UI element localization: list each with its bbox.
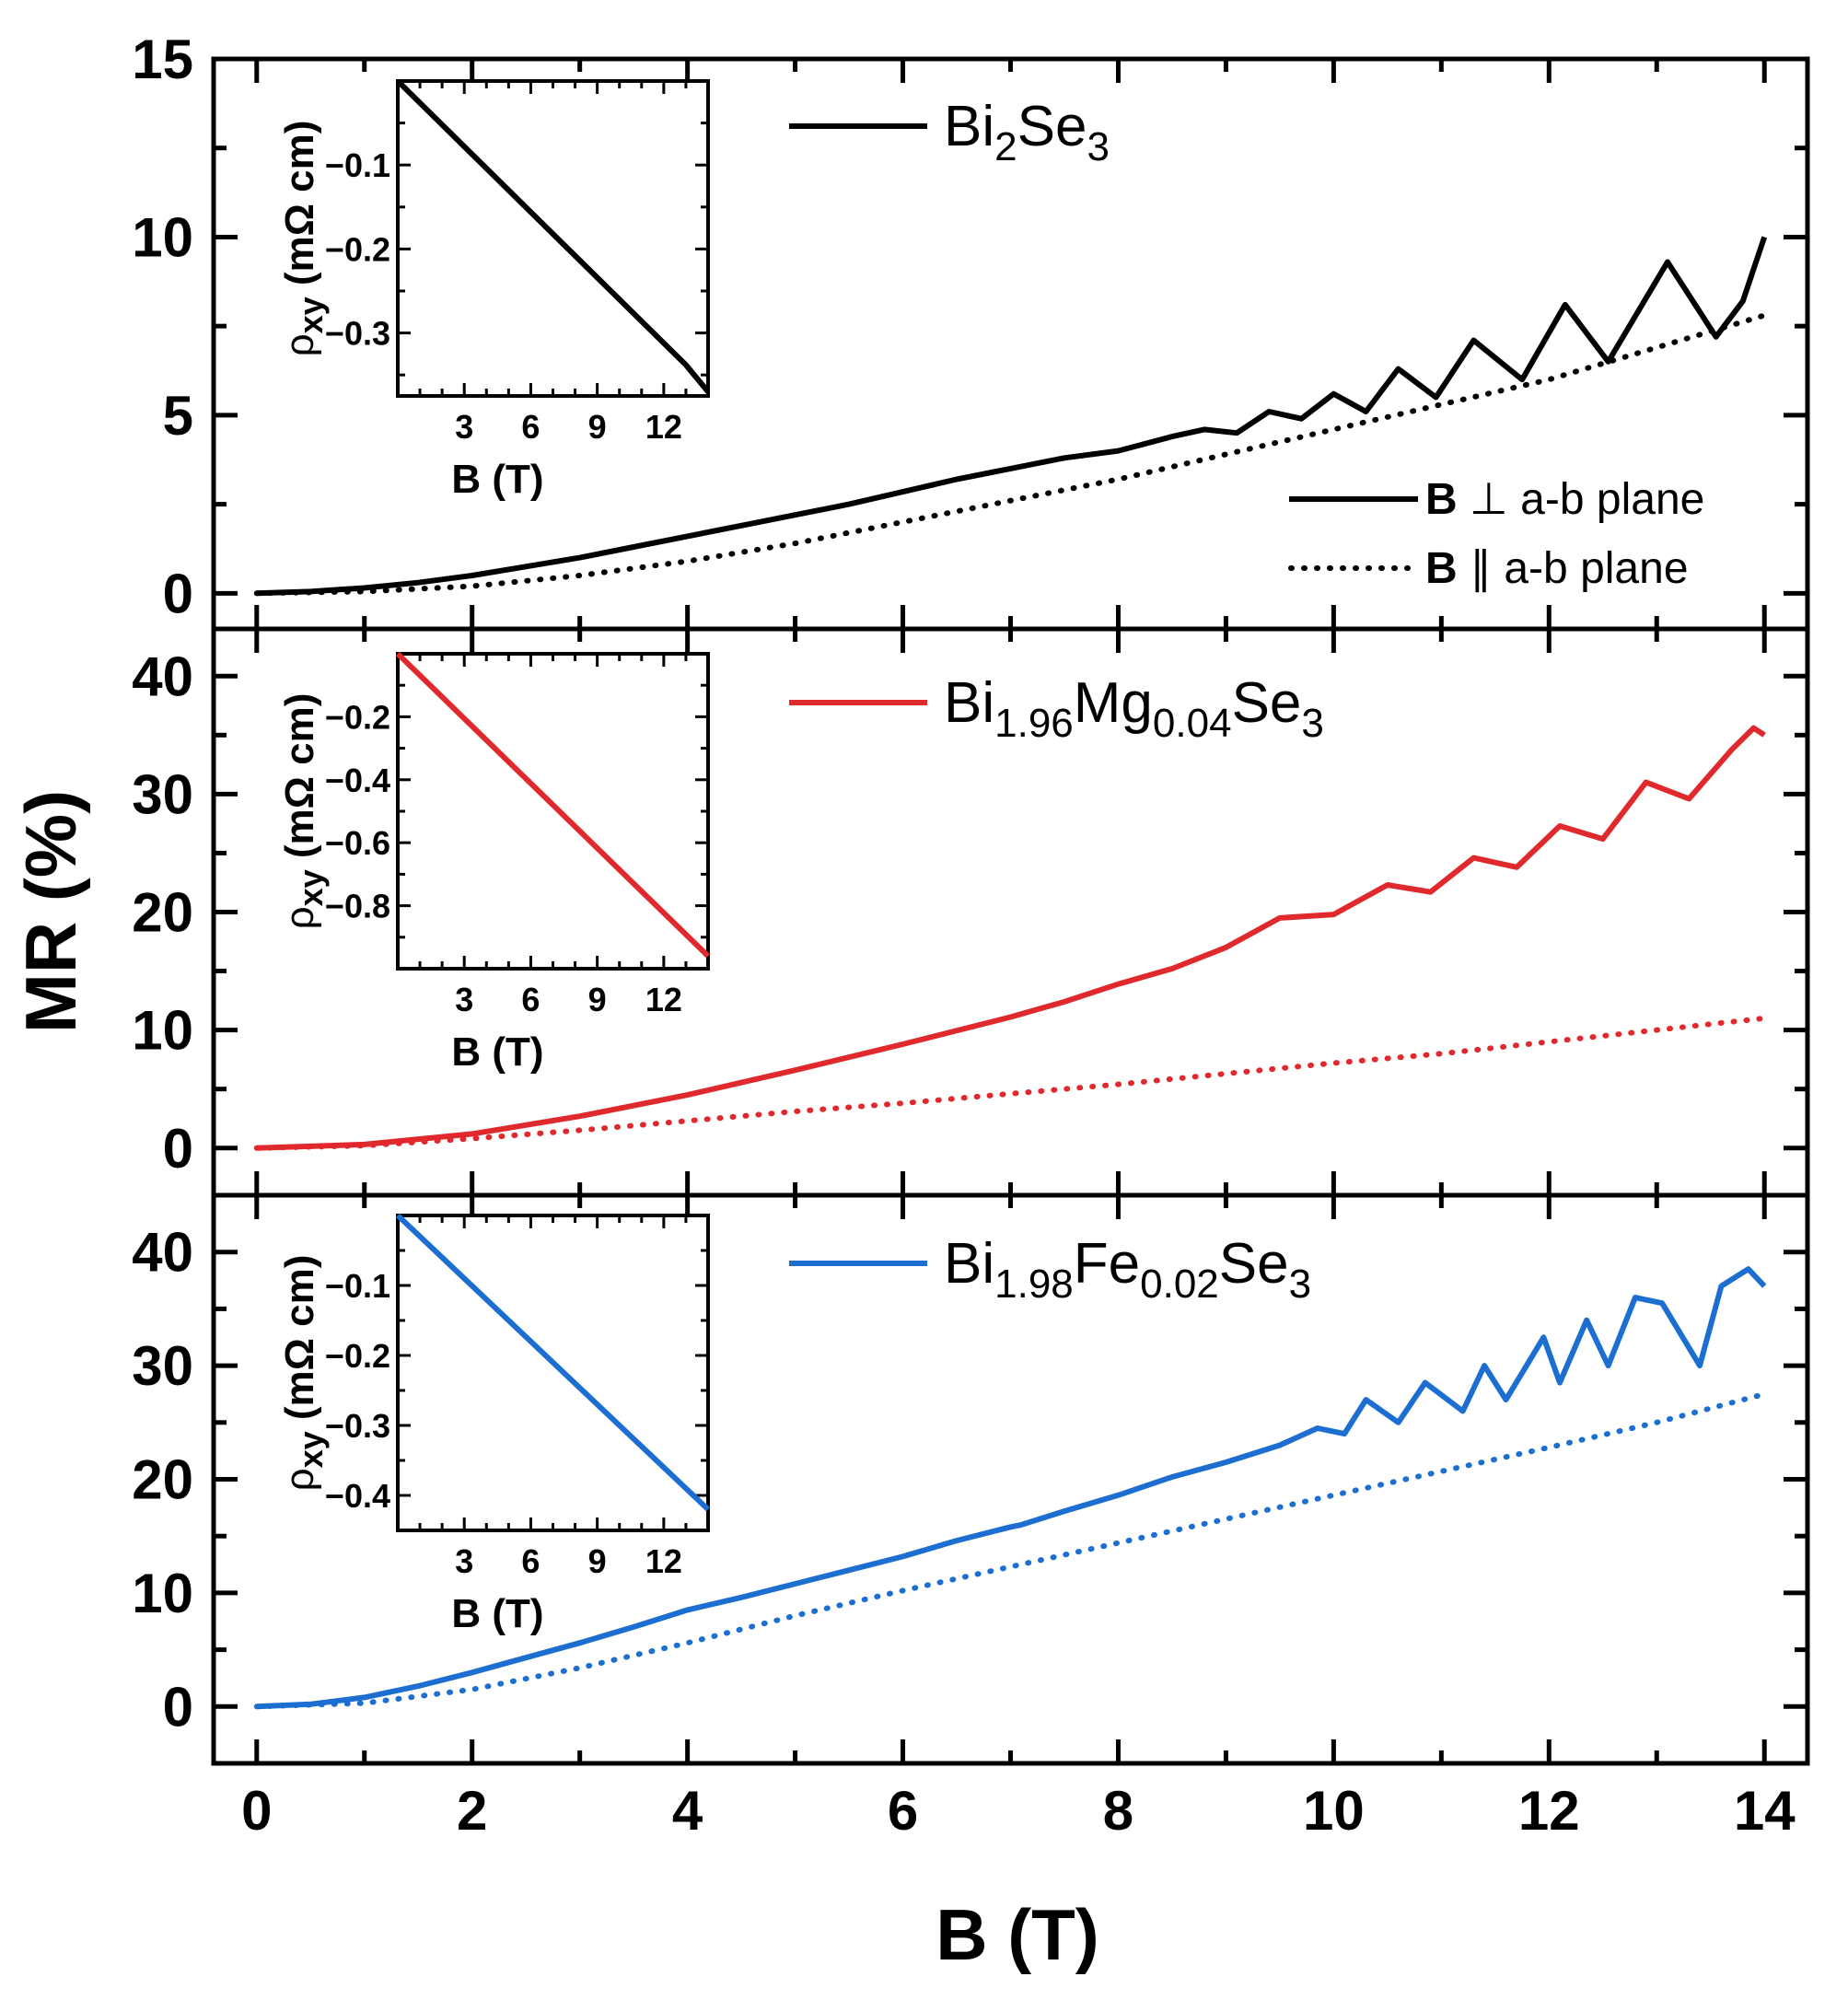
inset-y-tick-label: −0.2	[325, 230, 390, 268]
y-axis-label: MR (%)	[10, 790, 91, 1033]
inset-x-tick-label: 3	[455, 1542, 473, 1580]
x-tick-label: 14	[1734, 1780, 1796, 1842]
inset-x-tick-label: 9	[588, 408, 607, 446]
inset-x-tick-label: 6	[521, 981, 540, 1018]
inset-y-tick-label: −0.6	[325, 824, 390, 862]
inset-x-label: B (T)	[451, 1029, 543, 1075]
inset-y-tick-labels: −0.2 −0.4 −0.6 −0.8	[325, 698, 390, 924]
panel-bifese: 0 10 20 30 40 Bi1.98Fe0.02Se3 3 6 9 12 −…	[132, 1192, 1810, 1766]
y-tick-label: 15	[132, 29, 193, 90]
inset-x-tick-label: 12	[645, 981, 682, 1018]
series-line-perpendicular	[256, 1266, 1767, 1710]
legend-label: Bi2Se3	[944, 95, 1110, 169]
inset-x-tick-labels: 3 6 9 12	[455, 981, 682, 1018]
inset-y-tick-label: −0.1	[325, 1267, 390, 1305]
inset-y-tick-label: −0.8	[325, 888, 390, 925]
x-axis-label: B (T)	[936, 1894, 1099, 1975]
inset-y-tick-labels: −0.1 −0.2 −0.3	[325, 146, 390, 352]
series-line-parallel	[253, 312, 1768, 597]
y-tick-label: 20	[132, 1449, 193, 1511]
inset-y-tick-label: −0.2	[325, 698, 390, 736]
panel-frame	[211, 1192, 1810, 1766]
legend-entry: Bi2Se3	[789, 95, 1110, 169]
inset-x-tick-label: 9	[588, 1542, 607, 1580]
y-tick-label: 30	[132, 1335, 193, 1397]
inset-line	[395, 78, 711, 394]
panel-y-tick-labels: 0 5 10 15	[132, 29, 193, 624]
inset-hall-resistivity: 3 6 9 12 −0.2 −0.4 −0.6 −0.8 B (T) ρxy (…	[277, 651, 711, 1075]
panel-y-tick-labels: 0 10 20 30 40	[132, 1222, 193, 1738]
y-tick-label: 10	[132, 1563, 193, 1624]
inset-y-tick-labels: −0.1 −0.2 −0.3 −0.4	[325, 1267, 390, 1515]
inset-x-tick-label: 6	[521, 408, 540, 446]
legend-label: Bi1.98Fe0.02Se3	[944, 1232, 1311, 1307]
inset-y-label: ρxy (mΩ cm)	[277, 693, 330, 930]
inset-x-tick-label: 3	[455, 408, 473, 446]
x-tick-labels: 0 2 4 6 8 10 12 14	[241, 1780, 1796, 1842]
y-tick-label: 30	[132, 763, 193, 825]
y-tick-label: 20	[132, 882, 193, 944]
panel-y-tick-labels: 0 10 20 30 40	[132, 645, 193, 1180]
inset-x-label: B (T)	[451, 457, 543, 502]
y-tick-label: 10	[132, 1000, 193, 1062]
series-line-perpendicular	[256, 236, 1768, 597]
x-tick-label: 2	[457, 1780, 487, 1842]
inset-y-tick-label: −0.3	[325, 315, 390, 353]
inset-y-label: ρxy (mΩ cm)	[277, 121, 330, 357]
inset-ticks	[398, 79, 708, 396]
inset-hall-resistivity: 3 6 9 12 −0.1 −0.2 −0.3 −0.4 B (T) ρxy (…	[277, 1213, 711, 1636]
inset-x-tick-label: 12	[645, 408, 682, 446]
inset-x-tick-label: 12	[645, 1542, 682, 1580]
series-line-parallel	[253, 1015, 1768, 1151]
panel-bi2se3: 0 5 10 15 Bi2Se3 B ⊥ a-b plane B ∥ a-b p…	[132, 29, 1810, 632]
inset-line	[395, 1213, 711, 1512]
legend-label: Bi1.96Mg0.04Se3	[944, 671, 1324, 746]
inset-y-tick-label: −0.2	[325, 1337, 390, 1375]
inset-line	[395, 651, 711, 959]
x-tick-label: 10	[1303, 1780, 1365, 1842]
inset-y-tick-label: −0.4	[325, 762, 390, 799]
inset-hall-resistivity: 3 6 9 12 −0.1 −0.2 −0.3 B (T) ρxy (mΩ cm…	[277, 78, 711, 502]
inset-y-tick-label: −0.4	[325, 1477, 390, 1515]
inset-y-tick-label: −0.3	[325, 1407, 390, 1445]
legend-entry: Bi1.98Fe0.02Se3	[789, 1232, 1311, 1307]
inset-x-tick-label: 3	[455, 981, 473, 1018]
y-tick-label: 40	[132, 1222, 193, 1284]
y-tick-label: 0	[163, 563, 193, 624]
inset-ticks	[398, 1214, 708, 1532]
y-tick-label: 0	[163, 1118, 193, 1180]
y-tick-label: 5	[163, 385, 193, 447]
inset-x-tick-labels: 3 6 9 12	[455, 1542, 682, 1580]
x-tick-label: 6	[888, 1780, 918, 1842]
inset-x-tick-label: 9	[588, 981, 607, 1018]
legend-entry: Bi1.96Mg0.04Se3	[789, 671, 1324, 746]
series-line-perpendicular	[256, 725, 1766, 1151]
legend-par-label: B ∥ a-b plane	[1425, 544, 1689, 593]
legend-perp-label: B ⊥ a-b plane	[1425, 475, 1704, 524]
inset-ticks	[398, 652, 708, 971]
inset-x-label: B (T)	[451, 1591, 543, 1636]
inset-x-tick-label: 6	[521, 1542, 540, 1580]
x-tick-label: 4	[672, 1780, 703, 1842]
x-tick-label: 12	[1518, 1780, 1580, 1842]
y-tick-label: 0	[163, 1676, 193, 1738]
y-tick-label: 40	[132, 645, 193, 707]
y-tick-label: 10	[132, 206, 193, 268]
inset-y-label: ρxy (mΩ cm)	[277, 1255, 330, 1492]
x-tick-label: 8	[1103, 1780, 1133, 1842]
inset-x-tick-labels: 3 6 9 12	[455, 408, 682, 446]
panel-bimgse: 0 10 20 30 40 Bi1.96Mg0.04Se3 3 6 9 12 −…	[132, 626, 1810, 1198]
x-tick-label: 0	[241, 1780, 272, 1842]
inset-y-tick-label: −0.1	[325, 146, 390, 184]
orientation-legend: B ⊥ a-b plane B ∥ a-b plane	[1288, 475, 1704, 593]
